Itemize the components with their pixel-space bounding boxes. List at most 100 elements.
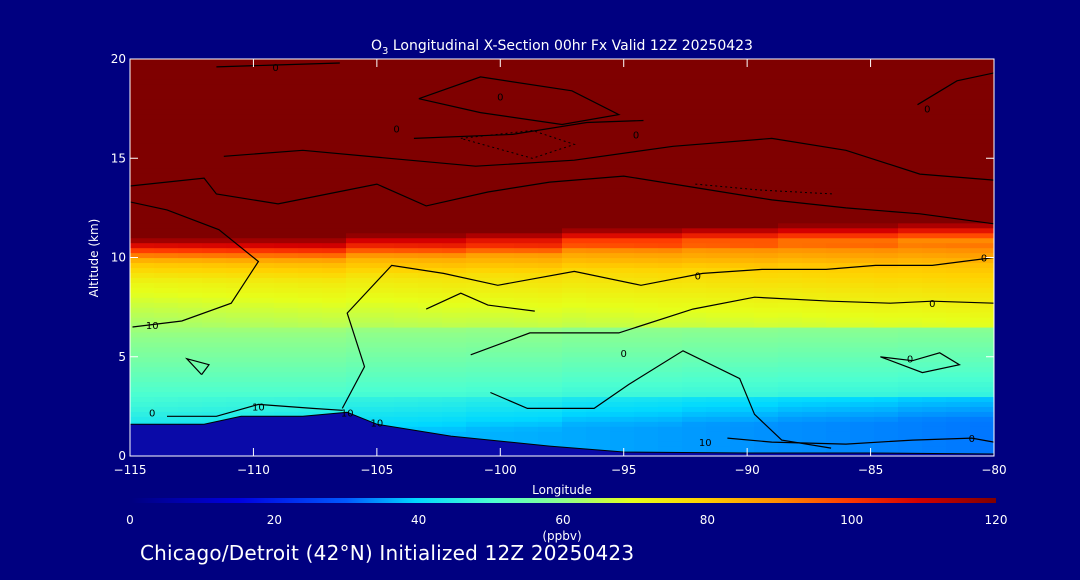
field-cell bbox=[418, 197, 443, 204]
field-cell bbox=[202, 351, 227, 358]
field-cell bbox=[538, 227, 563, 234]
field-cell bbox=[538, 63, 563, 70]
field-cell bbox=[946, 108, 971, 115]
terrain-mask bbox=[130, 411, 994, 456]
field-cell bbox=[730, 148, 755, 154]
field-cell bbox=[778, 207, 803, 214]
field-cell bbox=[514, 123, 539, 130]
field-cell bbox=[682, 297, 707, 303]
field-cell bbox=[178, 83, 203, 90]
field-cell bbox=[706, 68, 731, 75]
field-cell bbox=[826, 163, 851, 169]
field-cell bbox=[490, 436, 515, 442]
field-cell bbox=[298, 178, 323, 184]
field-cell bbox=[682, 93, 707, 100]
field-cell bbox=[394, 168, 419, 174]
field-cell bbox=[634, 292, 659, 298]
field-cell bbox=[730, 312, 755, 318]
field-cell bbox=[610, 396, 635, 403]
field-cell bbox=[274, 178, 299, 184]
field-cell bbox=[562, 68, 587, 75]
field-cell bbox=[298, 163, 323, 169]
field-cell bbox=[826, 371, 851, 378]
field-cell bbox=[658, 326, 683, 333]
field-cell bbox=[754, 103, 779, 110]
field-cell bbox=[850, 148, 875, 154]
field-cell bbox=[250, 78, 275, 85]
field-cell bbox=[274, 411, 299, 417]
field-cell bbox=[322, 297, 347, 303]
field-cell bbox=[538, 391, 563, 398]
contour-line bbox=[223, 137, 994, 181]
field-cell bbox=[586, 247, 611, 254]
field-cell bbox=[250, 98, 275, 105]
field-cell bbox=[346, 366, 371, 373]
field-cell bbox=[922, 396, 947, 403]
field-cell bbox=[370, 123, 395, 130]
field-cell bbox=[202, 63, 227, 70]
field-cell bbox=[970, 322, 994, 328]
field-cell bbox=[202, 123, 227, 130]
field-cell bbox=[922, 123, 947, 130]
field-cell bbox=[322, 217, 347, 224]
field-cell bbox=[562, 341, 587, 348]
field-cell bbox=[802, 371, 827, 378]
field-cell bbox=[874, 252, 899, 259]
field-cell bbox=[754, 252, 779, 259]
field-cell bbox=[322, 83, 347, 90]
field-cell bbox=[802, 158, 827, 164]
field-cell bbox=[658, 73, 683, 80]
colorbar-tick-label: 120 bbox=[985, 513, 1008, 527]
field-cell bbox=[298, 158, 323, 164]
field-cell bbox=[538, 366, 563, 373]
x-tick-label: −110 bbox=[237, 463, 270, 477]
field-cell bbox=[130, 242, 155, 249]
y-tick-label: 5 bbox=[118, 350, 126, 364]
field-cell bbox=[562, 282, 587, 288]
field-cell bbox=[922, 158, 947, 164]
field-cell bbox=[874, 287, 899, 293]
y-tick-label: 0 bbox=[118, 449, 126, 463]
field-cell bbox=[466, 336, 491, 343]
field-cell bbox=[970, 212, 994, 219]
field-cell bbox=[754, 63, 779, 70]
chart-title: O3 Longitudinal X-Section 00hr Fx Valid … bbox=[371, 38, 753, 57]
field-cell bbox=[466, 173, 491, 179]
field-cell bbox=[586, 78, 611, 85]
field-cell bbox=[946, 252, 971, 259]
field-cell bbox=[370, 326, 395, 333]
field-cell bbox=[178, 302, 203, 308]
field-cell bbox=[490, 277, 515, 283]
field-cell bbox=[418, 351, 443, 358]
field-cell bbox=[130, 183, 155, 189]
field-cell bbox=[970, 366, 994, 373]
field-cell bbox=[226, 68, 251, 75]
field-cell bbox=[346, 227, 371, 234]
field-cell bbox=[874, 73, 899, 80]
field-cell bbox=[562, 103, 587, 110]
field-cell bbox=[682, 381, 707, 388]
field-cell bbox=[466, 411, 491, 417]
field-cell bbox=[874, 148, 899, 154]
field-cell bbox=[562, 391, 587, 398]
field-cell bbox=[490, 336, 515, 343]
field-cell bbox=[394, 326, 419, 333]
x-axis-label: Longitude bbox=[532, 483, 592, 497]
field-cell bbox=[466, 113, 491, 120]
field-cell bbox=[538, 376, 563, 383]
field-cell bbox=[658, 98, 683, 105]
field-cell bbox=[754, 202, 779, 209]
field-cell bbox=[442, 197, 467, 204]
field-cell bbox=[202, 267, 227, 273]
field-cell bbox=[898, 416, 923, 422]
field-cell bbox=[250, 143, 275, 149]
field-cell bbox=[250, 222, 275, 229]
field-cell bbox=[370, 128, 395, 135]
field-cell bbox=[346, 113, 371, 120]
field-cell bbox=[898, 242, 923, 249]
field-cell bbox=[514, 247, 539, 254]
field-cell bbox=[898, 138, 923, 144]
field-cell bbox=[826, 143, 851, 149]
field-cell bbox=[514, 202, 539, 209]
field-cell bbox=[418, 108, 443, 115]
